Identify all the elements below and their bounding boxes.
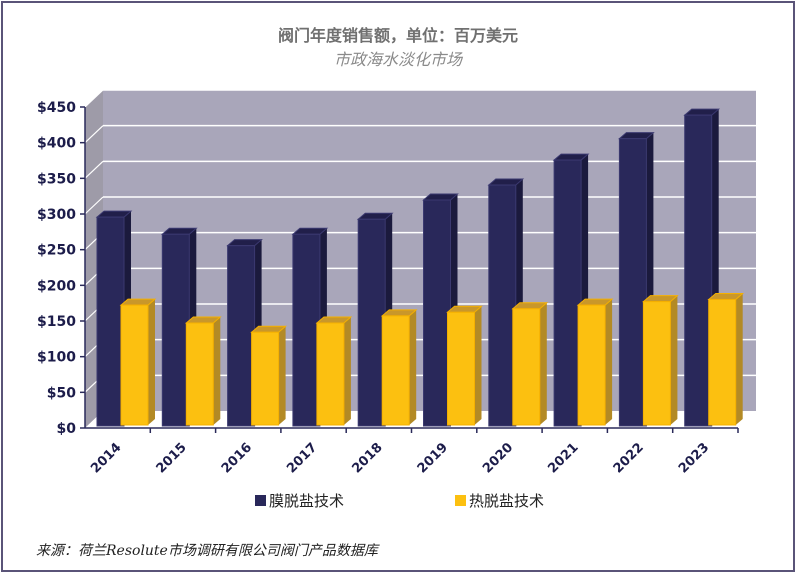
y-tick-label: $200 xyxy=(37,278,76,294)
bar-thermal-2016 xyxy=(250,325,287,426)
bar-front xyxy=(512,308,541,426)
bar-front xyxy=(642,301,671,426)
gridline-side xyxy=(84,196,104,215)
bar-side xyxy=(670,295,678,425)
bar-front xyxy=(447,311,475,426)
bar-front xyxy=(185,322,214,426)
y-tick-label: $150 xyxy=(37,314,76,330)
bar-thermal-2023 xyxy=(707,292,745,426)
bar-front xyxy=(488,184,517,427)
x-tick-label: 2023 xyxy=(676,440,712,476)
bar-front xyxy=(381,315,410,426)
bar-side xyxy=(605,299,613,425)
x-tick-label: 2018 xyxy=(349,440,385,476)
legend-label-membrane: 膜脱盐技术 xyxy=(269,492,344,510)
bar-side xyxy=(213,317,221,425)
bar-thermal-2014 xyxy=(119,298,157,426)
bar-thermal-2020 xyxy=(511,302,549,426)
chart-subtitle: 市政海水淡化市场 xyxy=(333,50,462,69)
bar-thermal-2018 xyxy=(380,309,418,426)
bar-side xyxy=(278,326,286,425)
bar-front xyxy=(357,218,386,427)
chart-title: 阀门年度销售额，单位：百万美元 xyxy=(277,26,518,45)
legend-label-thermal: 热脱盐技术 xyxy=(469,492,544,510)
bar-thermal-2022 xyxy=(642,295,679,426)
y-tick-label: $350 xyxy=(37,171,76,187)
bar-membrane-2016 xyxy=(226,239,263,427)
bar-front xyxy=(120,304,149,426)
x-tick-label: 2021 xyxy=(545,440,581,476)
y-tick-label: $0 xyxy=(57,421,77,437)
bar-front xyxy=(423,199,451,427)
gridline-side xyxy=(84,160,104,179)
x-tick-label: 2022 xyxy=(611,440,647,476)
bar-thermal-2015 xyxy=(184,316,222,426)
y-tick-label: $50 xyxy=(47,385,76,401)
bar-front xyxy=(553,159,582,427)
bar-front xyxy=(227,245,256,427)
bar-front xyxy=(251,331,280,426)
y-tick-label: $250 xyxy=(37,243,76,259)
bar-front xyxy=(161,233,190,427)
source-note: 来源：荷兰Resolute市场调研有限公司阀门产品数据库 xyxy=(36,543,378,559)
bar-thermal-2017 xyxy=(315,316,353,426)
bar-front xyxy=(708,298,737,426)
y-tick-label: $450 xyxy=(37,100,76,116)
bar-front xyxy=(577,304,606,426)
bar-side xyxy=(735,293,743,425)
x-tick-label: 2017 xyxy=(284,440,320,476)
bar-thermal-2021 xyxy=(576,298,614,426)
x-tick-label: 2019 xyxy=(415,440,451,476)
bar-side xyxy=(474,306,482,425)
bar-side xyxy=(409,309,417,425)
bar-front xyxy=(96,216,125,427)
legend-swatch-membrane xyxy=(255,495,266,506)
bar-front xyxy=(292,233,321,427)
bar-front xyxy=(618,138,647,427)
y-tick-label: $400 xyxy=(37,136,76,152)
bar-side xyxy=(148,299,155,425)
bar-front xyxy=(316,322,345,426)
y-tick-label: $100 xyxy=(37,350,76,366)
bar-side xyxy=(343,317,351,425)
legend-swatch-thermal xyxy=(455,495,466,506)
bar-thermal-2019 xyxy=(446,305,483,426)
x-tick-label: 2015 xyxy=(154,440,190,476)
gridline-side xyxy=(84,89,104,108)
bar-side xyxy=(539,302,547,425)
bar-membrane-2023 xyxy=(683,108,721,427)
x-tick-label: 2016 xyxy=(219,440,255,476)
x-tick-label: 2014 xyxy=(88,440,124,476)
y-tick-label: $300 xyxy=(37,207,76,223)
bar-front xyxy=(684,114,713,427)
gridline-side xyxy=(84,125,104,144)
x-tick-label: 2020 xyxy=(480,440,516,476)
